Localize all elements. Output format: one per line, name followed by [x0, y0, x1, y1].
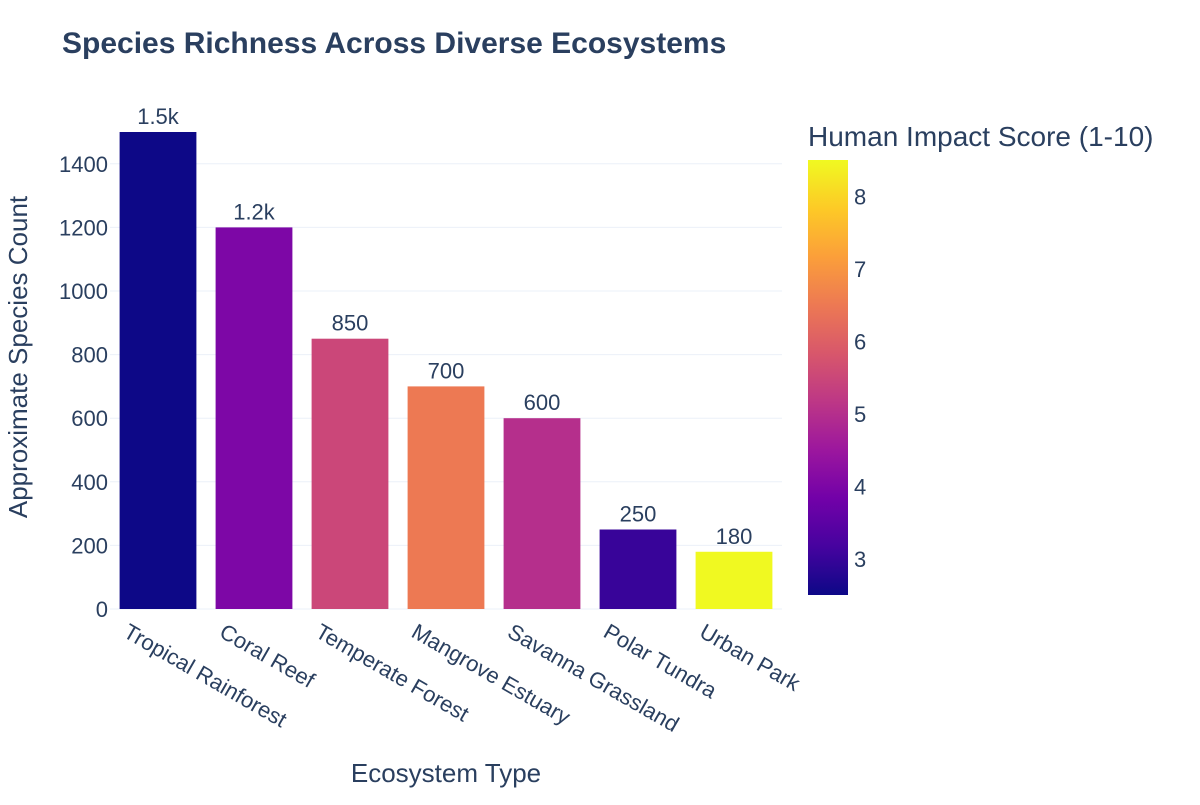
- colorbar-tick-label: 3: [854, 547, 866, 572]
- colorbar-tick-label: 6: [854, 329, 866, 354]
- y-tick-label: 800: [71, 343, 108, 368]
- y-tick-label: 1200: [59, 215, 108, 240]
- bar-value-label: 1.2k: [233, 199, 276, 224]
- x-axis-title: Ecosystem Type: [351, 758, 541, 788]
- y-tick-label: 400: [71, 470, 108, 495]
- bar[interactable]: [215, 227, 293, 609]
- y-tick-label: 600: [71, 406, 108, 431]
- colorbar-tick-label: 7: [854, 257, 866, 282]
- colorbar-tick-label: 5: [854, 402, 866, 427]
- y-axis-title: Approximate Species Count: [3, 195, 33, 518]
- bar[interactable]: [407, 386, 485, 609]
- y-tick-label: 1000: [59, 279, 108, 304]
- bar[interactable]: [311, 338, 389, 609]
- bar-value-label: 250: [620, 502, 657, 527]
- y-axis: 0 200 400 600 800 1000 1200 1400: [59, 152, 108, 622]
- bar-value-label: 700: [428, 358, 465, 383]
- colorbar-gradient: [808, 160, 848, 595]
- colorbar-tick-label: 8: [854, 184, 866, 209]
- labels-layer: 1.5k 1.2k 850 700 600 250 180: [137, 104, 752, 549]
- colorbar-title: Human Impact Score (1-10): [808, 121, 1153, 152]
- bar-value-label: 1.5k: [137, 104, 180, 129]
- bar-value-label: 600: [524, 390, 561, 415]
- bars-layer: [119, 132, 773, 610]
- colorbar-ticks: 3 4 5 6 7 8: [854, 184, 866, 572]
- colorbar-tick-label: 4: [854, 474, 866, 499]
- colorbar: Human Impact Score (1-10) 3 4 5 6 7 8: [808, 121, 1153, 595]
- bar-value-label: 180: [716, 524, 753, 549]
- bar[interactable]: [599, 529, 677, 610]
- chart-title: Species Richness Across Diverse Ecosyste…: [62, 27, 726, 60]
- y-tick-label: 0: [96, 597, 108, 622]
- x-tick-label: Savanna Grassland: [504, 619, 684, 737]
- bar[interactable]: [695, 551, 773, 609]
- bar[interactable]: [119, 132, 197, 609]
- bar-value-label: 850: [332, 311, 369, 336]
- x-tick-label: Tropical Rainforest: [120, 619, 292, 733]
- x-tick-label: Mangrove Estuary: [408, 619, 575, 730]
- y-tick-label: 1400: [59, 152, 108, 177]
- bar[interactable]: [503, 418, 581, 609]
- y-tick-label: 200: [71, 533, 108, 558]
